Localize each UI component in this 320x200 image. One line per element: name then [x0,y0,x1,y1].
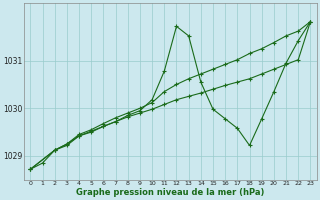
X-axis label: Graphe pression niveau de la mer (hPa): Graphe pression niveau de la mer (hPa) [76,188,265,197]
